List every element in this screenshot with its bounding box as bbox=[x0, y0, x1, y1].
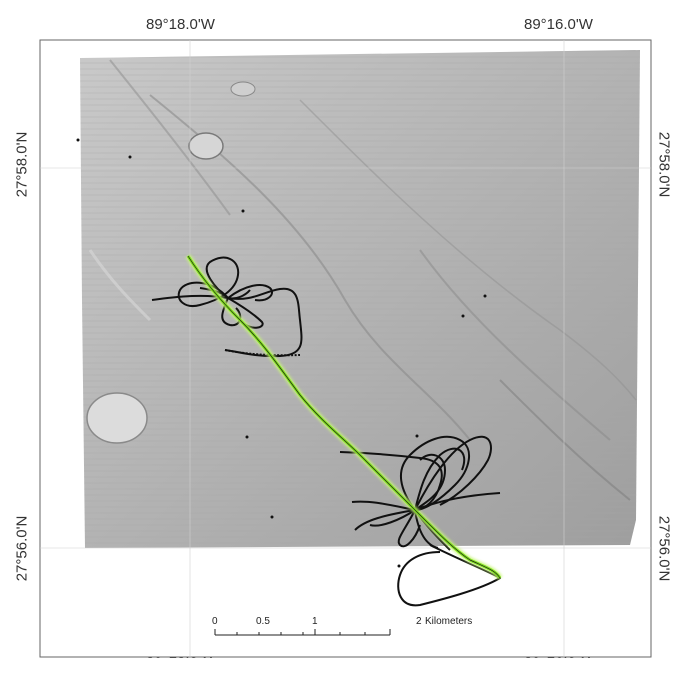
lon-label-top-left: 89°18.0'W bbox=[146, 16, 215, 33]
scale-bar bbox=[214, 629, 391, 636]
bathymetry-relief bbox=[76, 50, 640, 568]
scale-tick-0-5: 0.5 bbox=[256, 616, 270, 627]
scale-tick-1: 1 bbox=[312, 616, 318, 627]
lon-label-top-right: 89°16.0'W bbox=[524, 16, 593, 33]
scale-tick-0: 0 bbox=[212, 616, 218, 627]
primary-track bbox=[185, 254, 503, 580]
scale-tick-2: 2 bbox=[416, 616, 422, 627]
graticule bbox=[40, 40, 651, 657]
scale-unit-label: Kilometers bbox=[425, 616, 472, 627]
secondary-tracks bbox=[151, 256, 501, 607]
